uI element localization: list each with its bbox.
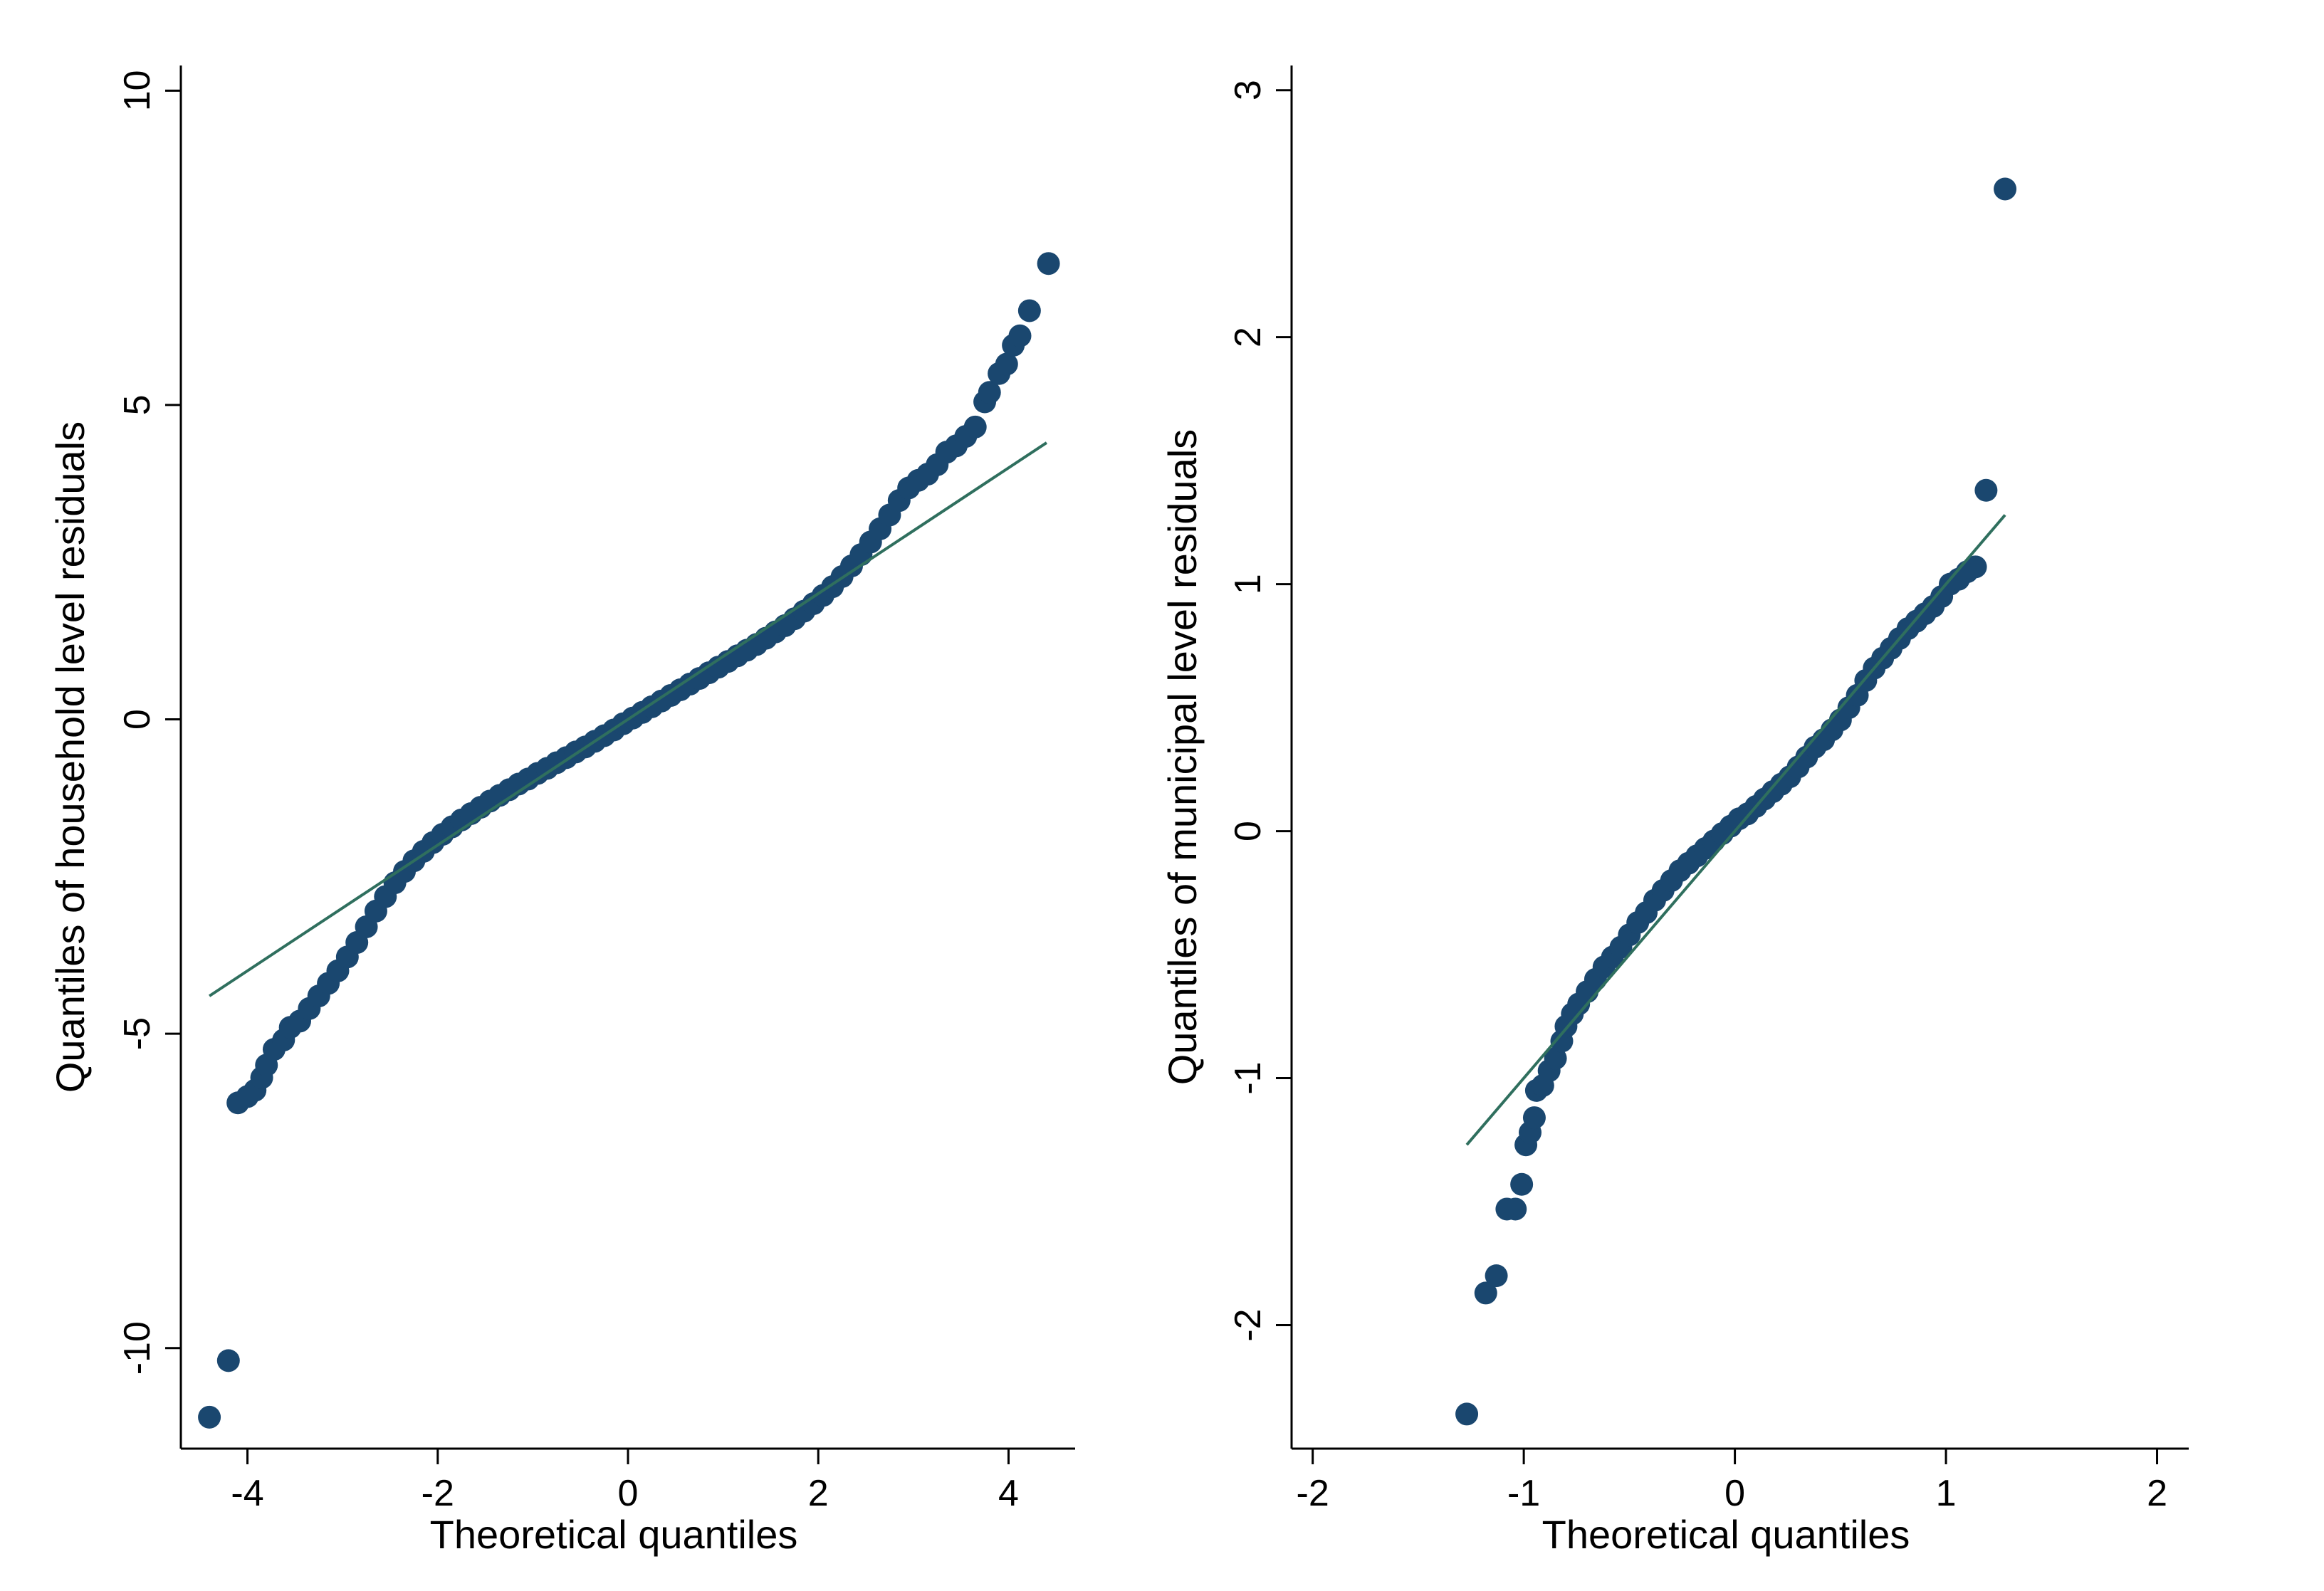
qq-point — [216, 1349, 240, 1372]
x-tick-label: 2 — [2147, 1473, 2167, 1514]
qq-point — [1964, 555, 1987, 579]
qq-point — [963, 415, 987, 439]
x-tick-label: -2 — [1297, 1473, 1329, 1514]
qq-point — [1522, 1106, 1546, 1130]
y-tick-label: -10 — [117, 1321, 158, 1375]
y-tick-label: 5 — [117, 394, 158, 415]
qq-point — [1994, 177, 2017, 201]
y-tick-label: -2 — [1228, 1308, 1269, 1341]
y-axis-title: Quantiles of household level residuals — [48, 421, 93, 1093]
y-tick-label: 0 — [1228, 821, 1269, 841]
qq-point — [1544, 1046, 1567, 1070]
qq-point — [978, 381, 1001, 404]
y-tick-label: 2 — [1228, 327, 1269, 347]
qq-point — [1510, 1172, 1534, 1196]
qq-point — [198, 1405, 221, 1429]
qq-point — [1455, 1402, 1479, 1426]
y-axis-title: Quantiles of municipal level residuals — [1160, 429, 1205, 1085]
y-tick-label: 0 — [117, 709, 158, 730]
qq-point — [1485, 1264, 1508, 1288]
qq-point — [1974, 478, 1998, 502]
x-tick-label: 4 — [998, 1473, 1019, 1514]
y-tick-label: 3 — [1228, 80, 1269, 100]
qq-point — [1474, 1281, 1497, 1305]
x-tick-label: -4 — [231, 1473, 263, 1514]
x-tick-label: 0 — [618, 1473, 639, 1514]
x-axis-title: Theoretical quantiles — [1542, 1512, 1910, 1557]
x-tick-label: 0 — [1724, 1473, 1745, 1514]
y-tick-label: -5 — [117, 1017, 158, 1050]
x-tick-label: 1 — [1936, 1473, 1957, 1514]
qq-point — [1037, 252, 1060, 275]
y-tick-label: -1 — [1228, 1061, 1269, 1094]
qq-point — [1017, 299, 1041, 322]
y-tick-label: 10 — [117, 70, 158, 111]
x-tick-label: -1 — [1507, 1473, 1540, 1514]
reference-line — [208, 441, 1048, 997]
qq-point — [995, 352, 1018, 376]
qq-point — [1008, 324, 1032, 347]
municipal-qq-panel: -2 -1 0 1 2 -2 -1 0 1 2 3 Theoretical quantiles Quan… — [1160, 65, 2189, 1557]
x-tick-label: -2 — [422, 1473, 454, 1514]
x-tick-label: 2 — [808, 1473, 829, 1514]
y-tick-label: 1 — [1228, 574, 1269, 594]
reference-line — [1465, 514, 2006, 1146]
x-axis-title: Theoretical quantiles — [430, 1512, 798, 1557]
household-qq-panel: -4 -2 0 2 4 -10 -5 0 5 10 Theoretical quantiles Qua… — [48, 65, 1075, 1557]
qq-point — [1504, 1197, 1527, 1221]
